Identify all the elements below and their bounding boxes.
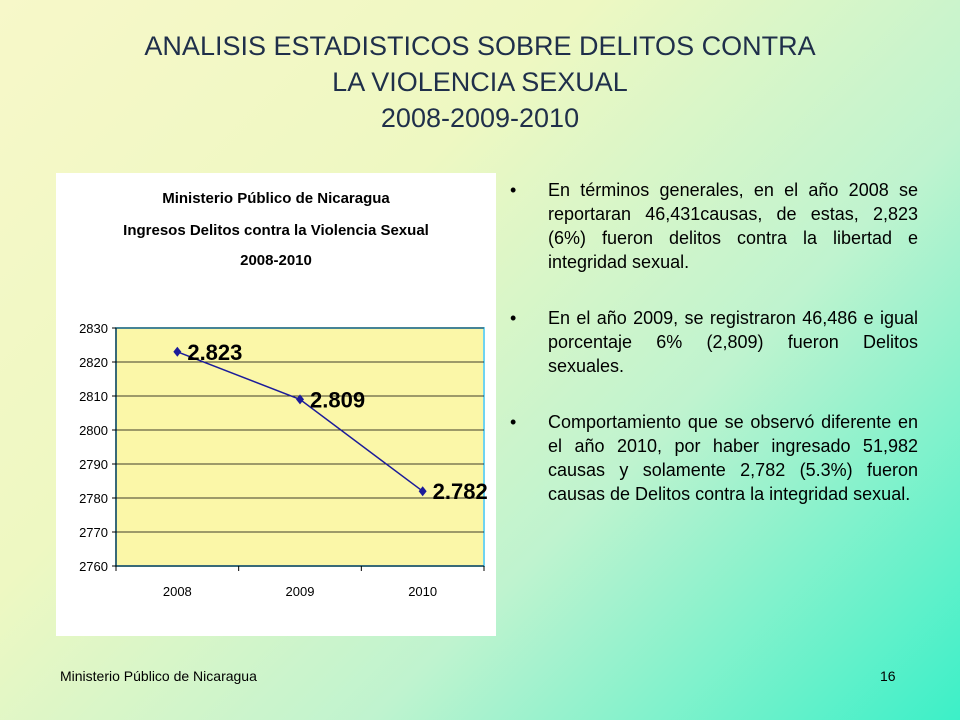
page-number: 16 [880,668,896,684]
y-tick-label: 2790 [79,457,108,472]
data-point [173,346,182,357]
bullet-item: • Comportamiento que se observó diferent… [510,410,918,506]
slide-title: ANALISIS ESTADISTICOS SOBRE DELITOS CONT… [40,28,920,136]
chart-panel: Ministerio Público de Nicaragua Ingresos… [56,173,496,636]
title-line-1: ANALISIS ESTADISTICOS SOBRE DELITOS CONT… [144,31,816,61]
bullet-dot: • [510,308,517,328]
chart-title-line-1: Ministerio Público de Nicaragua [162,190,390,207]
bullet-item: • En el año 2009, se registraron 46,486 … [510,306,918,378]
x-tick-label: 2008 [163,584,192,599]
bullet-text: En el año 2009, se registraron 46,486 e … [548,308,918,376]
title-line-2: LA VIOLENCIA SEXUAL [332,67,628,97]
x-tick-label: 2010 [408,584,437,599]
bullet-text: En términos generales, en el año 2008 se… [548,180,918,272]
bullet-dot: • [510,412,517,432]
bullet-dot: • [510,180,517,200]
bullet-item: • En términos generales, en el año 2008 … [510,178,918,274]
bullet-list: • En términos generales, en el año 2008 … [510,178,918,538]
plot-area [115,327,485,567]
y-tick-label: 2830 [79,321,108,336]
data-point [296,394,304,405]
chart-title-line-2: Ingresos Delitos contra la Violencia Sex… [123,222,429,239]
y-tick-label: 2800 [79,423,108,438]
y-tick-label: 2760 [79,559,108,574]
footer-organization: Ministerio Público de Nicaragua [60,668,257,684]
data-label: 2.782 [433,479,488,504]
y-tick-label: 2820 [79,355,108,370]
data-label: 2.823 [187,340,242,365]
data-point [418,486,427,497]
data-label: 2.809 [310,387,365,412]
x-tick-label: 2009 [286,584,315,599]
title-line-3: 2008-2009-2010 [380,103,580,133]
y-tick-label: 2810 [79,389,108,404]
y-tick-label: 2780 [79,491,108,506]
bullet-text: Comportamiento que se observó diferente … [548,412,918,504]
y-tick-label: 2770 [79,525,108,540]
line-chart: Ministerio Público de Nicaragua Ingresos… [79,190,488,599]
chart-title-line-3: 2008-2010 [240,252,312,269]
